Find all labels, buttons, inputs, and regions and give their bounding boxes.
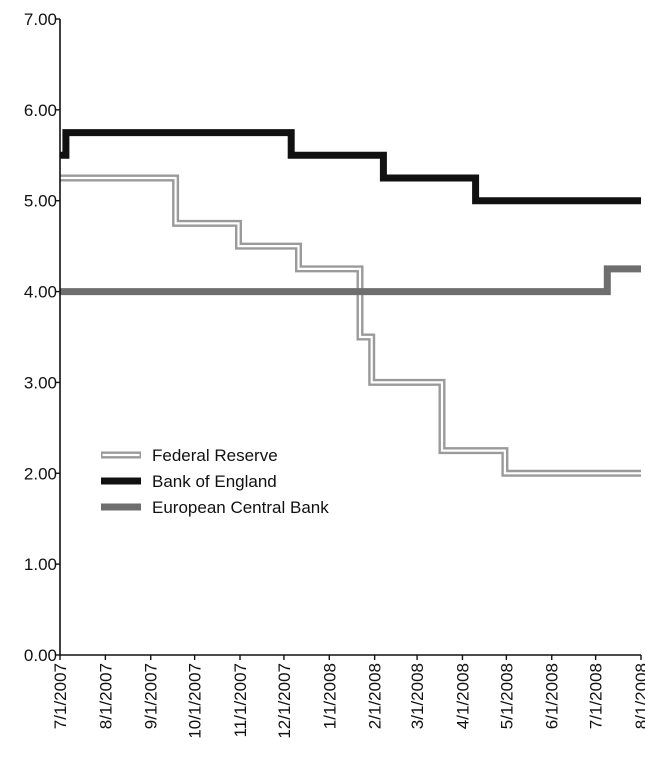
series-line xyxy=(60,129,641,205)
legend-item-bank-of-england: Bank of England xyxy=(101,472,277,491)
y-tick-label: 3.00 xyxy=(24,373,57,392)
axes: 0.00 1.00 2.00 3.00 4.00 5.00 6.00 7.00 7/1/2007… xyxy=(24,10,645,739)
x-tick-label: 1/1/2008 xyxy=(320,663,339,729)
x-tick-label: 2/1/2008 xyxy=(366,663,385,729)
legend-label: European Central Bank xyxy=(152,498,329,517)
x-tick-label: 6/1/2008 xyxy=(543,663,562,729)
x-tick-label: 8/1/2008 xyxy=(632,663,645,729)
x-tick-label: 7/1/2008 xyxy=(587,663,606,729)
x-tick-label: 8/1/2007 xyxy=(96,663,115,729)
y-tick-label: 2.00 xyxy=(24,464,57,483)
legend-label: Federal Reserve xyxy=(152,446,278,465)
x-tick-label: 5/1/2008 xyxy=(497,663,516,729)
y-tick-label: 1.00 xyxy=(24,555,57,574)
series-line-outer xyxy=(60,174,641,477)
y-tick-label: 6.00 xyxy=(24,101,57,120)
series-line-inner xyxy=(60,176,641,475)
y-tick-label: 4.00 xyxy=(24,283,57,302)
x-tick-label: 7/1/2007 xyxy=(51,663,70,729)
series-european-central-bank xyxy=(60,265,641,296)
legend-label: Bank of England xyxy=(152,472,277,491)
y-tick-label: 5.00 xyxy=(24,192,57,211)
y-tick-label: 0.00 xyxy=(24,646,57,665)
legend: Federal Reserve Bank of England European C… xyxy=(101,446,329,517)
series-bank-of-england xyxy=(60,129,641,205)
x-tick-label: 10/1/2007 xyxy=(186,663,205,739)
x-tick-label: 12/1/2007 xyxy=(275,663,294,739)
x-tick-label: 9/1/2007 xyxy=(142,663,161,729)
x-tick-label: 3/1/2008 xyxy=(408,663,427,729)
series-federal-reserve xyxy=(60,174,641,477)
x-tick-label: 11/1/2007 xyxy=(231,663,250,737)
y-tick-label: 7.00 xyxy=(24,10,57,29)
series-line xyxy=(60,265,641,296)
legend-item-european-central-bank: European Central Bank xyxy=(101,498,329,517)
x-tick-label: 4/1/2008 xyxy=(453,663,472,729)
legend-item-federal-reserve: Federal Reserve xyxy=(101,446,278,465)
series-layer xyxy=(60,129,641,477)
